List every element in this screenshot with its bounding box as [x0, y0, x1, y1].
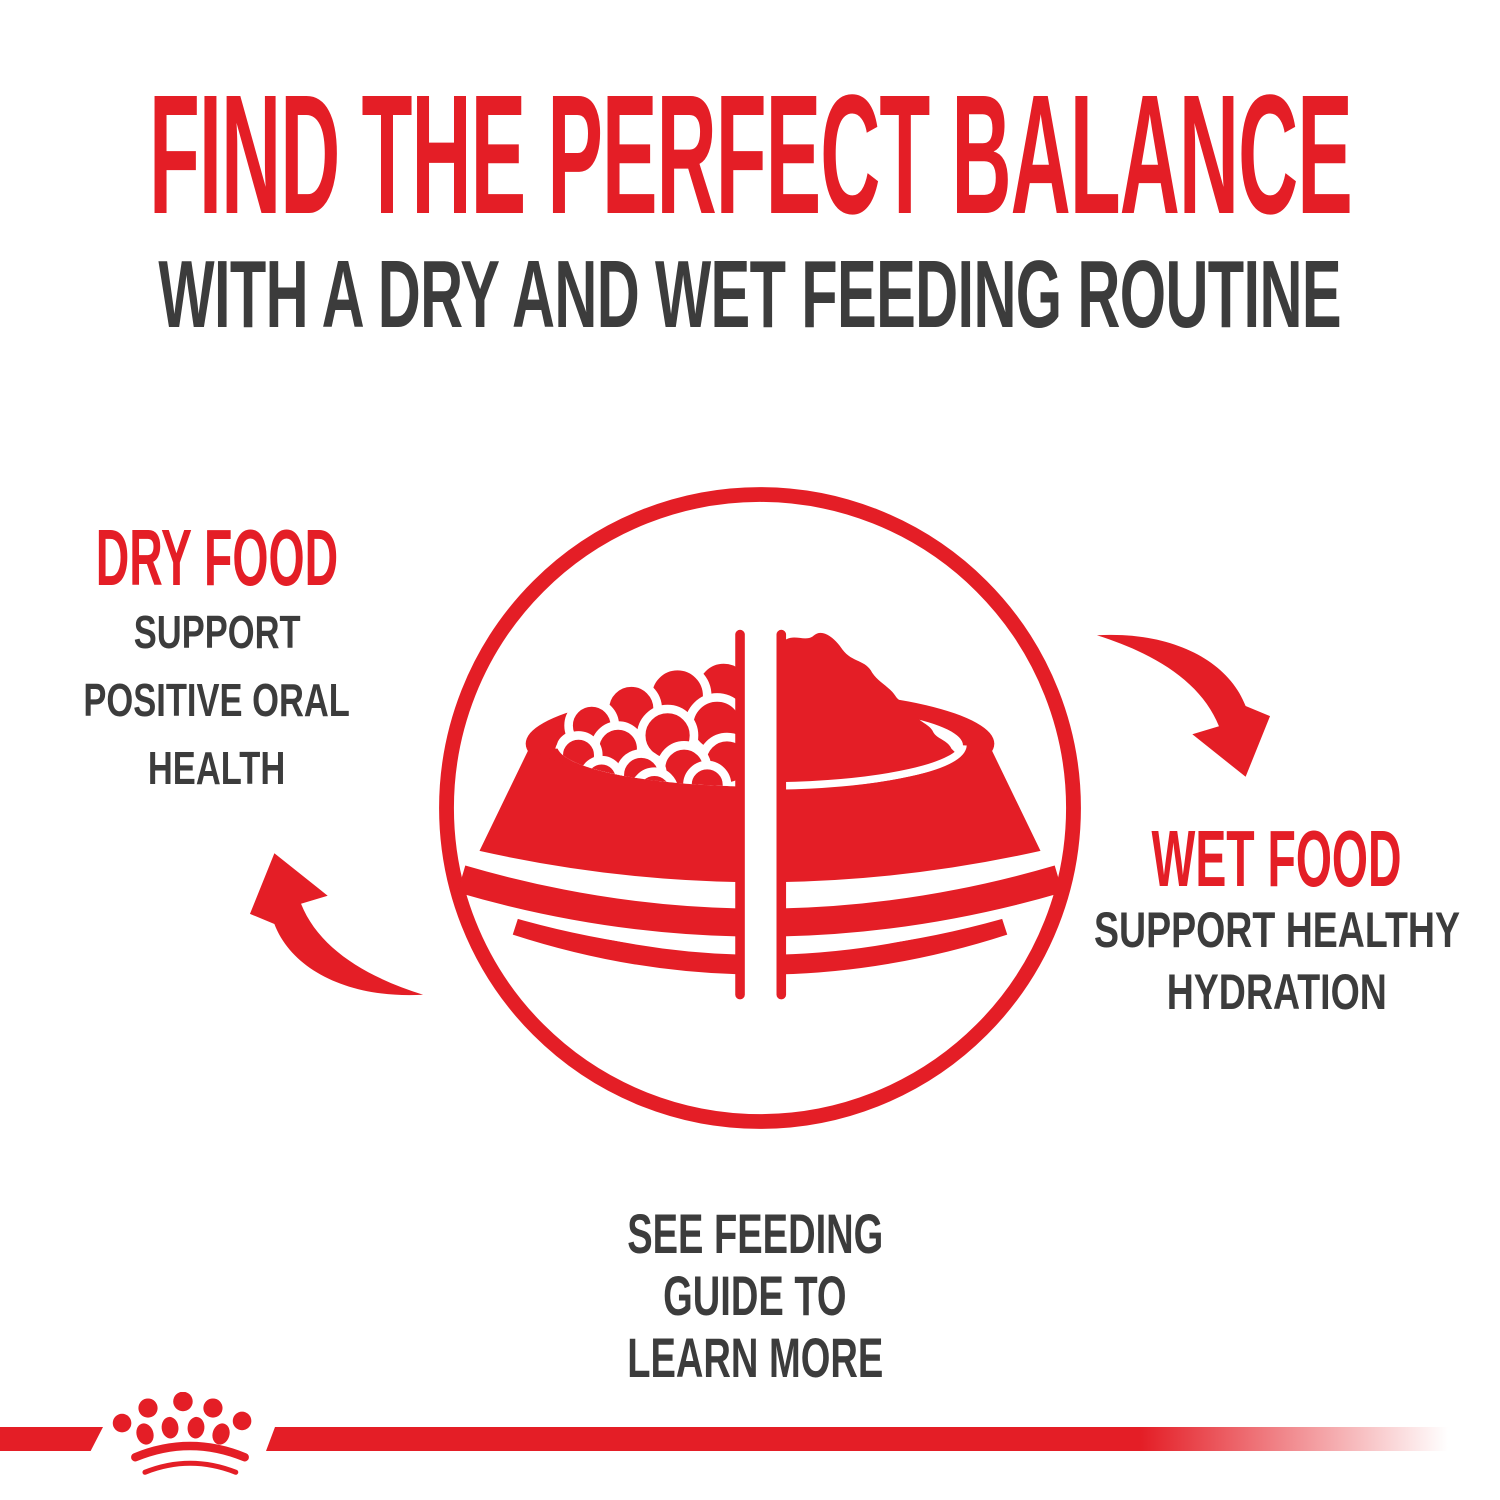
feeding-guide-note: SEE FEEDING GUIDE TO LEARN MORE: [552, 1203, 958, 1389]
curved-arrow-up-left-icon: [210, 833, 432, 1015]
note-line: SEE FEEDING: [626, 1202, 884, 1265]
divider-band-right: [266, 1427, 1448, 1451]
dry-food-line: POSITIVE ORAL: [83, 674, 351, 726]
page-title: FIND THE PERFECT BALANCE: [148, 60, 1353, 250]
dry-food-line: SUPPORT: [133, 606, 301, 658]
crown-paw-logo: [103, 1392, 268, 1485]
note-line: LEARN MORE: [626, 1326, 883, 1389]
dry-food-section: DRY FOOD SUPPORT POSITIVE ORAL HEALTH: [37, 518, 397, 802]
wet-food-line: HYDRATION: [1166, 964, 1388, 1020]
divider-bar-left: [735, 629, 745, 1000]
wet-food-section: WET FOOD SUPPORT HEALTHY HYDRATION: [1092, 819, 1462, 1023]
divider-bar-right: [776, 629, 787, 1000]
page-subtitle: WITH A DRY AND WET FEEDING ROUTINE: [158, 241, 1342, 348]
divider-band-left: [0, 1427, 103, 1451]
split-bowl-circle-icon: [430, 478, 1090, 1138]
curved-arrow-down-right-icon: [1088, 615, 1310, 797]
split-bowl-svg: [439, 487, 1081, 1129]
subheader: WITH A DRY AND WET FEEDING ROUTINE: [0, 247, 1500, 343]
wet-food-heading: WET FOOD: [1151, 814, 1403, 903]
dry-food-line: HEALTH: [148, 742, 286, 794]
header: FIND THE PERFECT BALANCE: [0, 70, 1500, 240]
wet-food-line: SUPPORT HEALTHY: [1094, 902, 1460, 958]
note-line: GUIDE TO: [663, 1264, 847, 1327]
dry-food-heading: DRY FOOD: [95, 513, 339, 602]
